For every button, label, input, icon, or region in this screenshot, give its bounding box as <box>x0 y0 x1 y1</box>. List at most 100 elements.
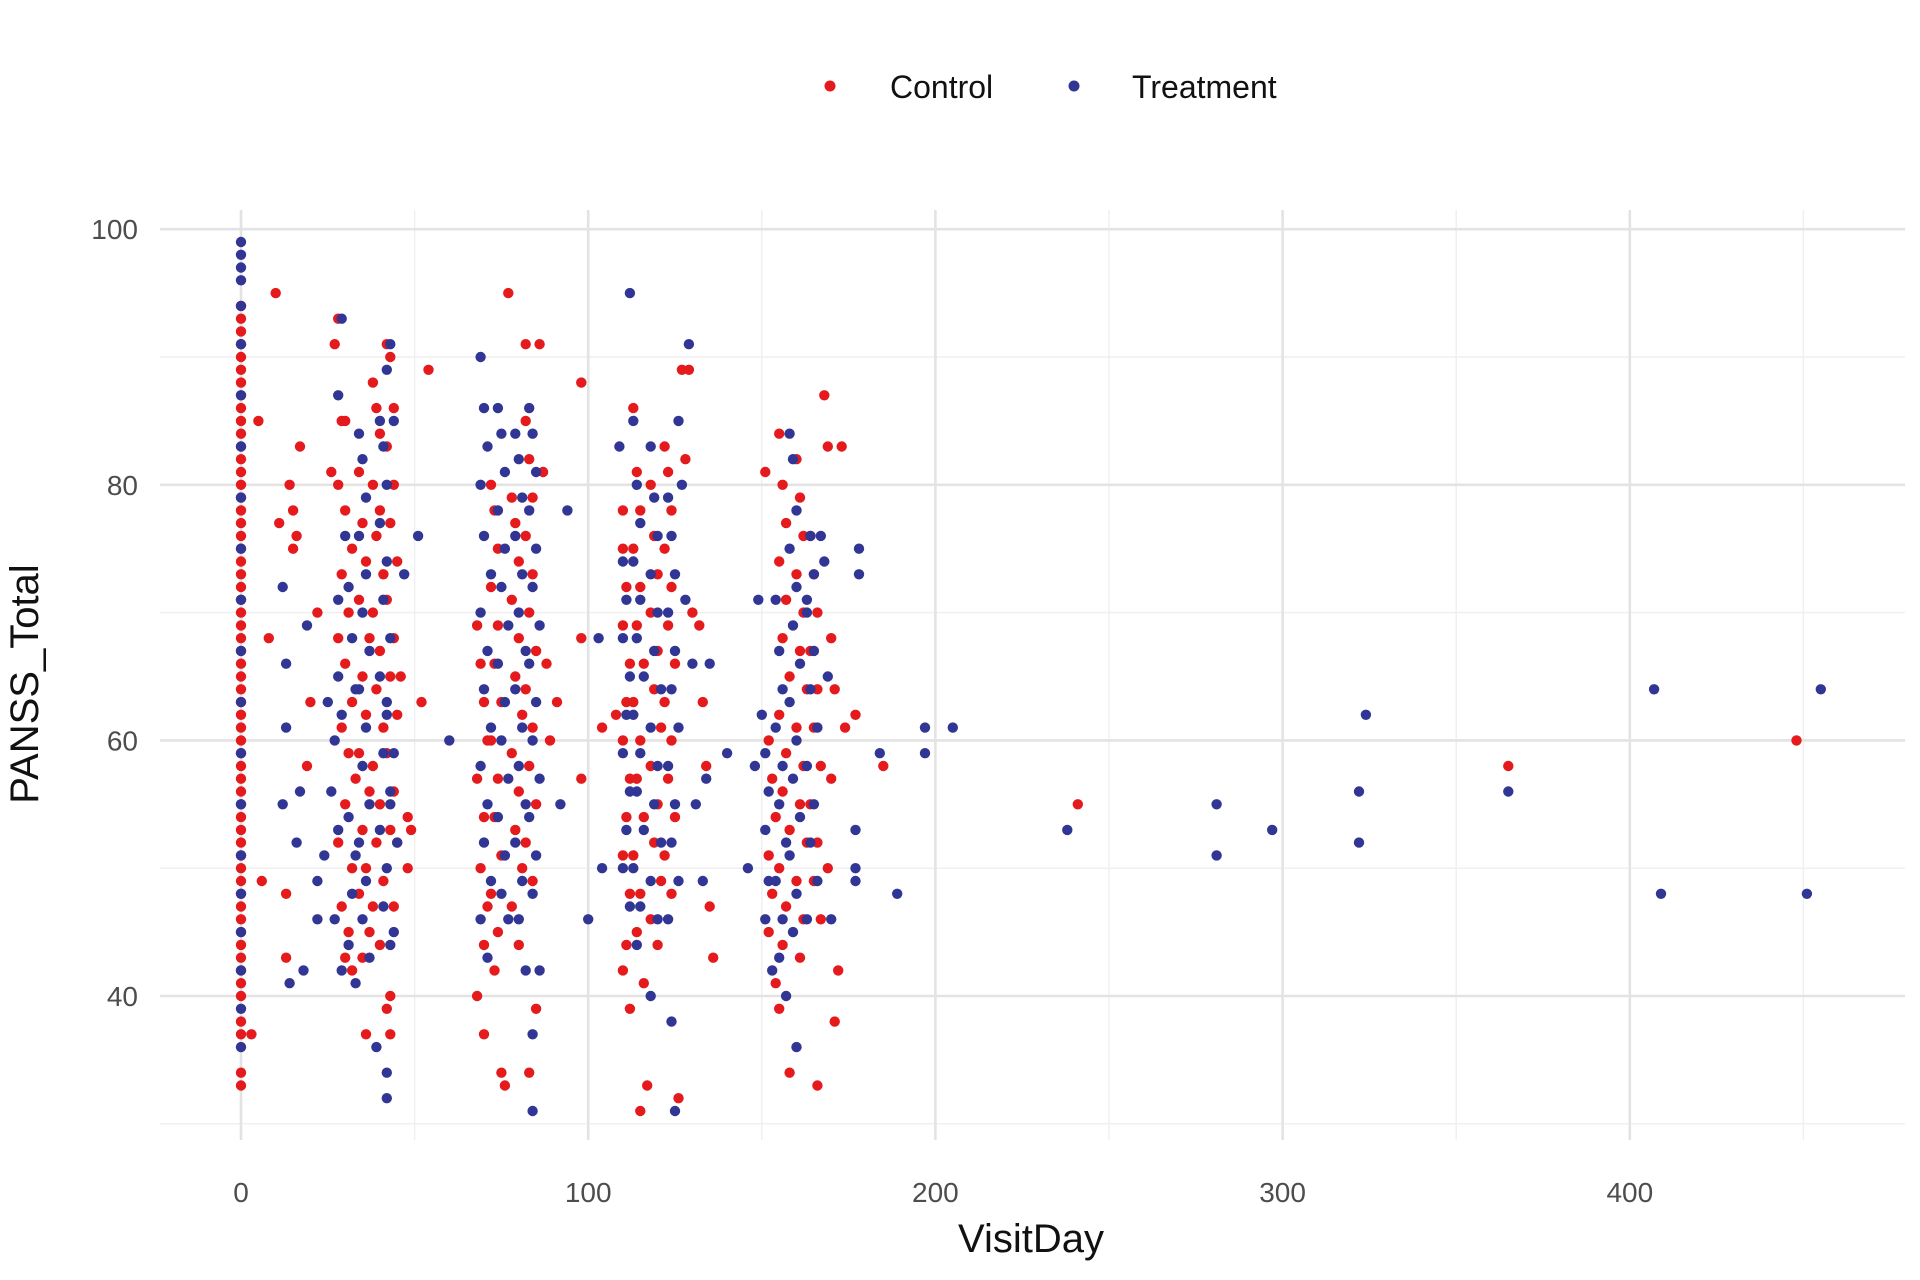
data-point-treatment <box>631 633 642 644</box>
data-point-treatment <box>503 773 514 784</box>
data-point-treatment <box>381 556 392 567</box>
data-point-treatment <box>794 658 806 669</box>
data-point-treatment <box>690 799 701 810</box>
data-point-control <box>617 620 629 631</box>
data-point-treatment <box>1801 888 1813 899</box>
data-point-treatment <box>235 300 247 312</box>
data-point-control <box>235 454 247 465</box>
data-point-treatment <box>385 786 396 797</box>
data-point-treatment <box>510 428 521 439</box>
data-point-control <box>235 671 247 682</box>
data-point-treatment <box>666 684 677 695</box>
data-point-control <box>791 722 802 733</box>
data-point-control <box>367 607 379 618</box>
data-point-control <box>680 454 691 465</box>
data-point-treatment <box>631 479 642 490</box>
data-point-control <box>576 377 587 388</box>
data-point-treatment <box>805 837 816 848</box>
data-point-treatment <box>478 684 490 695</box>
data-point-treatment <box>1211 850 1222 861</box>
data-point-control <box>760 466 771 478</box>
data-point-control <box>631 926 642 938</box>
data-point-control <box>381 1003 392 1014</box>
data-point-control <box>513 556 524 567</box>
data-point-control <box>794 799 806 810</box>
data-point-treatment <box>235 543 247 554</box>
data-point-treatment <box>235 249 247 260</box>
data-point-control <box>617 965 629 976</box>
data-point-control <box>312 607 323 618</box>
data-point-control <box>624 658 636 669</box>
data-point-treatment <box>319 850 330 861</box>
data-point-control <box>280 888 292 899</box>
data-point-treatment <box>291 837 302 848</box>
data-point-control <box>780 517 792 529</box>
data-point-treatment <box>360 875 372 887</box>
data-point-treatment <box>517 569 528 580</box>
data-point-treatment <box>534 620 545 631</box>
data-point-control <box>527 875 538 887</box>
data-point-treatment <box>669 569 681 580</box>
data-point-treatment <box>527 1029 538 1040</box>
data-point-treatment <box>753 594 764 605</box>
x-axis-tick-labels: 0 100 200 300 400 <box>233 1177 1653 1208</box>
data-point-control <box>385 990 396 1002</box>
data-point-control <box>631 773 642 784</box>
data-point-control <box>471 990 483 1002</box>
data-point-treatment <box>346 888 358 899</box>
data-point-control <box>371 402 382 414</box>
major-gridlines <box>160 210 1905 1140</box>
data-point-treatment <box>235 441 247 452</box>
data-point-treatment <box>947 722 958 733</box>
data-point-control <box>510 517 521 529</box>
data-point-control <box>485 581 497 593</box>
data-point-control <box>777 479 788 490</box>
data-point-treatment <box>1062 824 1073 836</box>
data-point-control <box>513 786 524 797</box>
data-point-control <box>1503 760 1514 772</box>
data-point-treatment <box>357 914 368 925</box>
data-point-treatment <box>475 479 486 490</box>
data-point-control <box>520 684 531 695</box>
data-point-control <box>617 543 629 554</box>
data-point-control <box>631 620 642 631</box>
data-point-treatment <box>482 799 493 810</box>
data-point-control <box>701 760 712 772</box>
data-point-treatment <box>669 1105 681 1117</box>
data-point-treatment <box>853 543 865 554</box>
data-point-control <box>235 466 247 478</box>
data-point-control <box>235 978 247 989</box>
data-point-treatment <box>475 760 486 772</box>
data-point-control <box>534 339 545 350</box>
data-point-treatment <box>530 466 542 478</box>
data-point-control <box>340 415 351 427</box>
data-point-treatment <box>280 722 292 733</box>
data-point-control <box>527 722 538 733</box>
data-point-control <box>780 901 792 912</box>
data-point-control <box>374 428 386 439</box>
data-point-control <box>336 569 347 580</box>
data-point-treatment <box>892 888 903 899</box>
data-point-treatment <box>801 760 813 772</box>
data-point-control <box>284 479 295 490</box>
data-point-control <box>471 773 483 784</box>
data-point-treatment <box>482 645 493 657</box>
data-point-control <box>301 760 313 772</box>
data-point-control <box>235 722 247 733</box>
data-point-treatment <box>826 914 837 925</box>
data-point-treatment <box>1360 709 1372 720</box>
data-point-treatment <box>235 926 247 938</box>
data-point-treatment <box>662 492 674 503</box>
data-point-control <box>416 696 427 708</box>
data-point-control <box>822 441 833 452</box>
data-point-treatment <box>621 594 632 605</box>
data-point-control <box>357 517 368 529</box>
data-point-control <box>524 607 535 618</box>
data-point-treatment <box>749 760 761 772</box>
data-point-control <box>270 287 281 299</box>
data-point-control <box>333 633 344 644</box>
data-point-treatment <box>631 786 642 797</box>
data-point-control <box>235 811 247 823</box>
data-point-treatment <box>381 709 392 720</box>
